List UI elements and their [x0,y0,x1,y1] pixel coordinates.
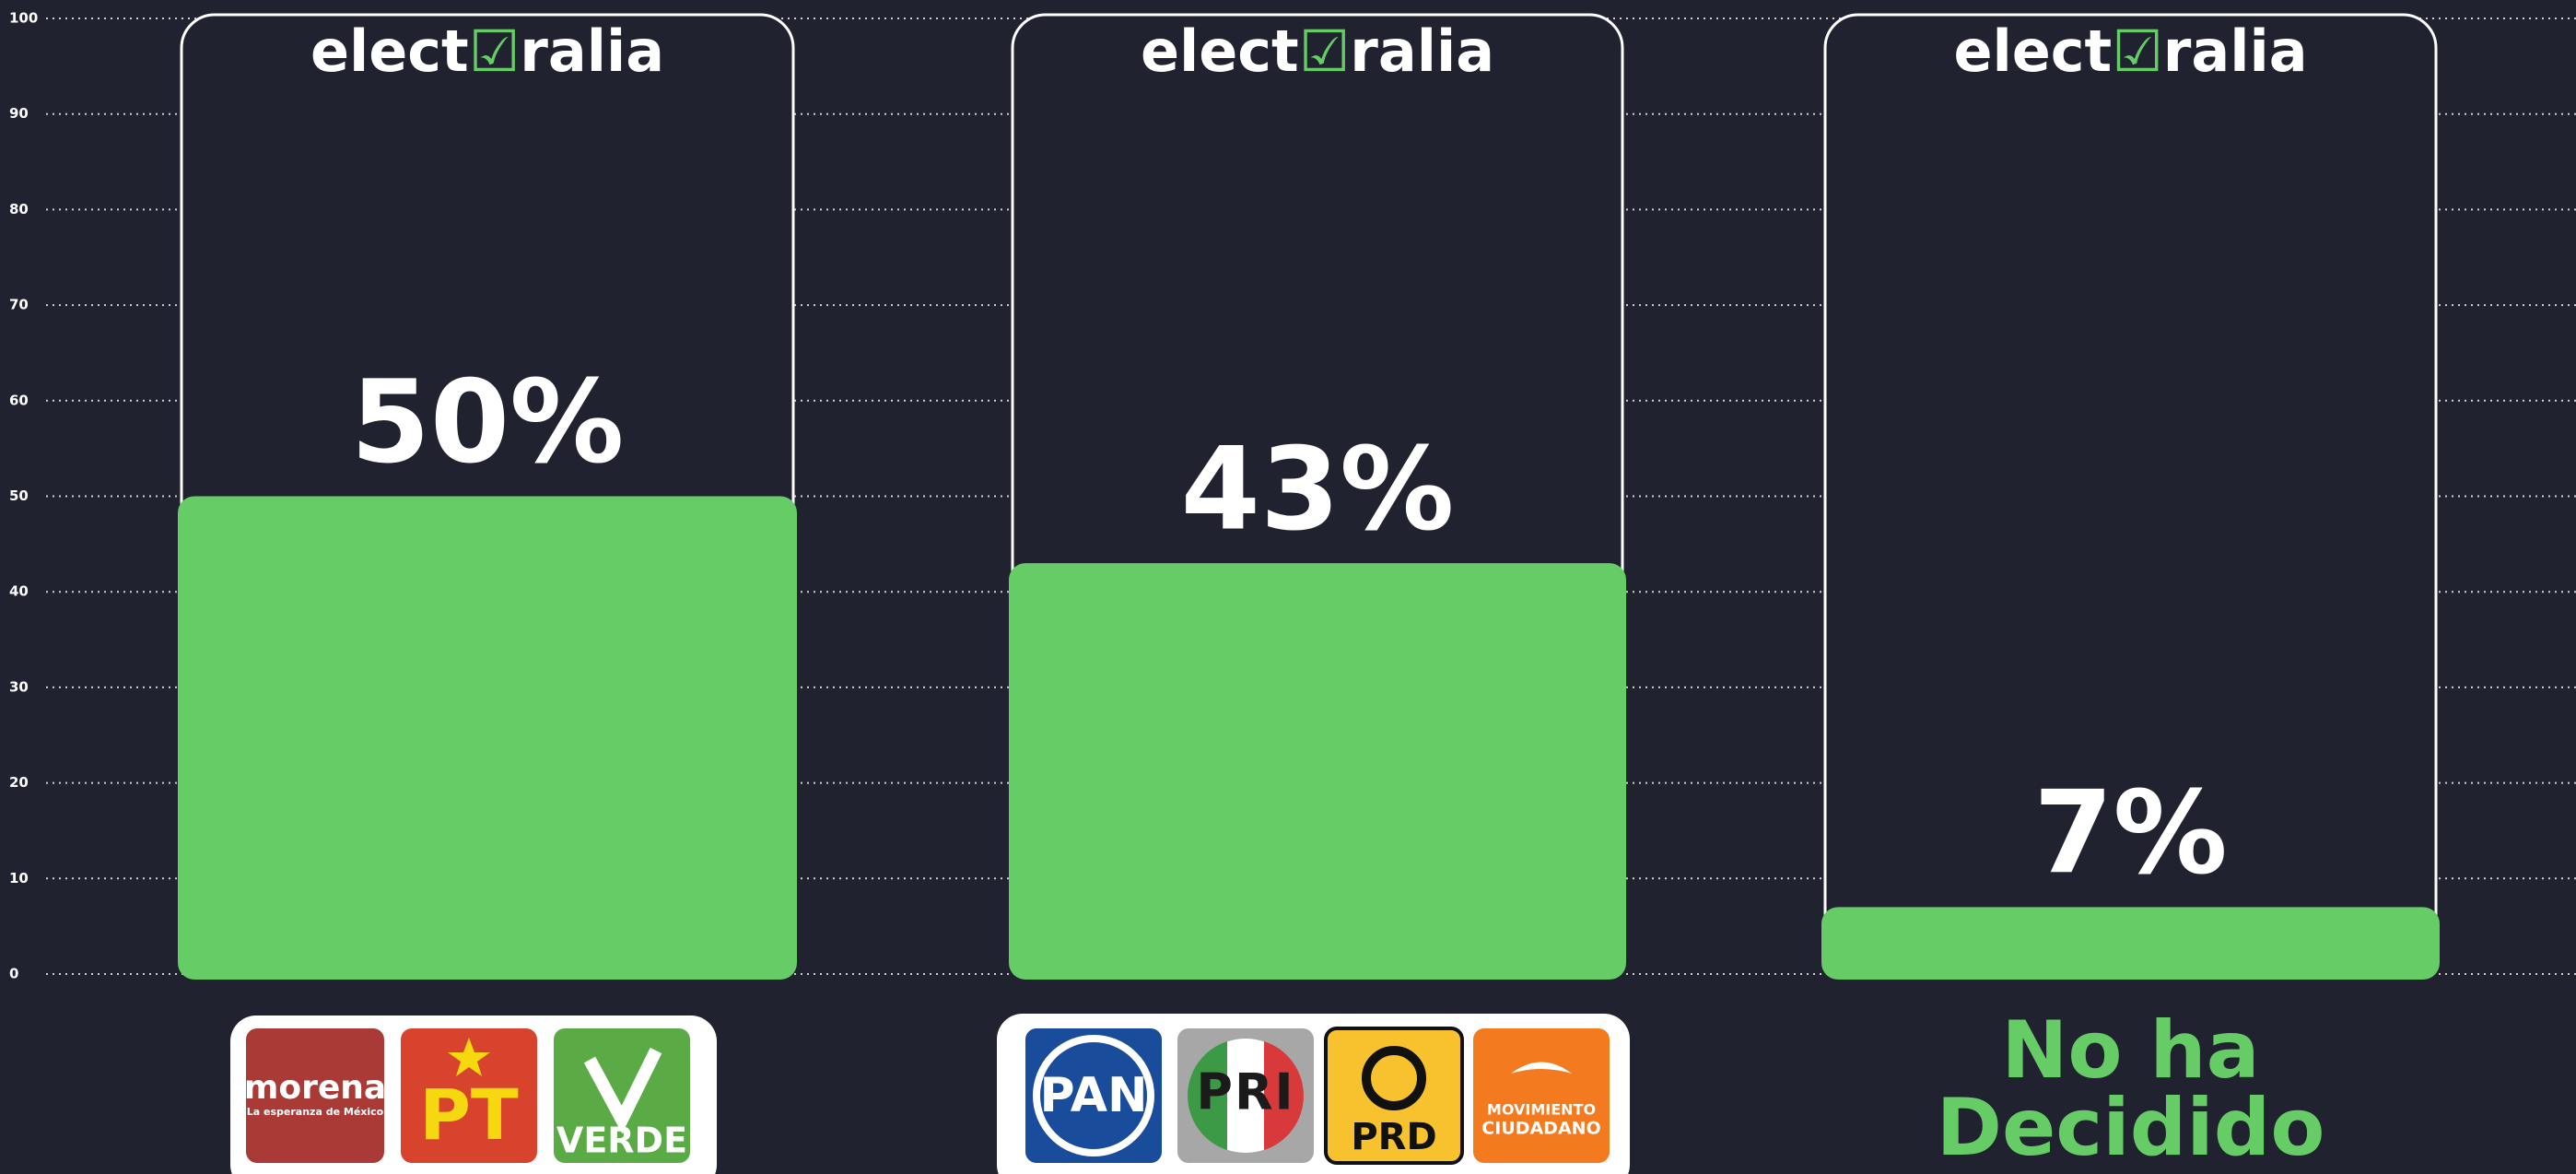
brand-part: ralia [520,18,664,85]
morena-logo [246,1028,384,1163]
brand-check: ☑ [469,18,521,85]
logo-text: PRI [1196,1063,1294,1121]
pt-logo [401,1028,537,1163]
logo-text: CIUDADANO [1481,1119,1600,1139]
logo-text: PAN [1039,1068,1147,1123]
cards: elect☑ralia50%elect☑ralia43%elect☑ralia7… [178,13,2440,1174]
brand-part: elect [310,18,469,85]
bar [1009,563,1626,980]
logo-text: MOVIMIENTO [1487,1101,1596,1119]
mc-logo [1473,1028,1610,1163]
logo-text: PRD [1351,1116,1436,1158]
category-line: Decidido [1937,1082,2325,1174]
y-tick-label: 0 [9,966,18,982]
pan-circle [1033,1035,1154,1156]
y-tick-label: 90 [9,105,29,122]
bar [1821,907,2440,980]
brand-part: elect [1141,18,1299,85]
brand: elect☑ralia [1953,18,2307,85]
pt-star [448,1038,490,1076]
value-label: 7% [2033,768,2228,900]
brand-check: ☑ [2112,18,2163,85]
y-tick-label: 50 [9,487,29,504]
y-tick-label: 70 [9,297,29,313]
y-tick-label: 20 [9,774,29,791]
brand-check: ☑ [1299,18,1351,85]
brand-part: ralia [1350,18,1494,85]
y-tick-label: 60 [9,392,29,408]
pri-red [1264,1041,1304,1150]
brand: elect☑ralia [310,18,664,85]
brand-part: elect [1953,18,2112,85]
value-label: 43% [1181,423,1455,556]
y-tick-label: 40 [9,583,29,600]
logos: morena La esperanza de México PT VERDE P… [230,1014,1630,1174]
category-line: No ha [2001,1004,2259,1097]
brand-part: ralia [2163,18,2308,85]
pri-green [1188,1041,1227,1150]
verde-check [583,1047,662,1134]
mc-eagle [1511,1062,1572,1074]
logo-text: VERDE [556,1121,687,1161]
prd-logo [1324,1027,1464,1165]
prd-sun [1362,1046,1426,1110]
category-label: No ha Decidido [1937,1004,2325,1174]
y-tick-label: 80 [9,201,29,217]
value-label: 50% [351,357,625,489]
pan-logo [1025,1028,1162,1163]
logo-text: PT [419,1074,519,1156]
y-tick-label: 30 [9,678,29,695]
y-tick-label: 10 [9,870,29,886]
brand: elect☑ralia [1141,18,1494,85]
y-tick-label: 100 [9,10,38,27]
bar [178,496,797,980]
logo-text: morena [244,1069,386,1107]
logo-text: La esperanza de México [247,1106,384,1118]
